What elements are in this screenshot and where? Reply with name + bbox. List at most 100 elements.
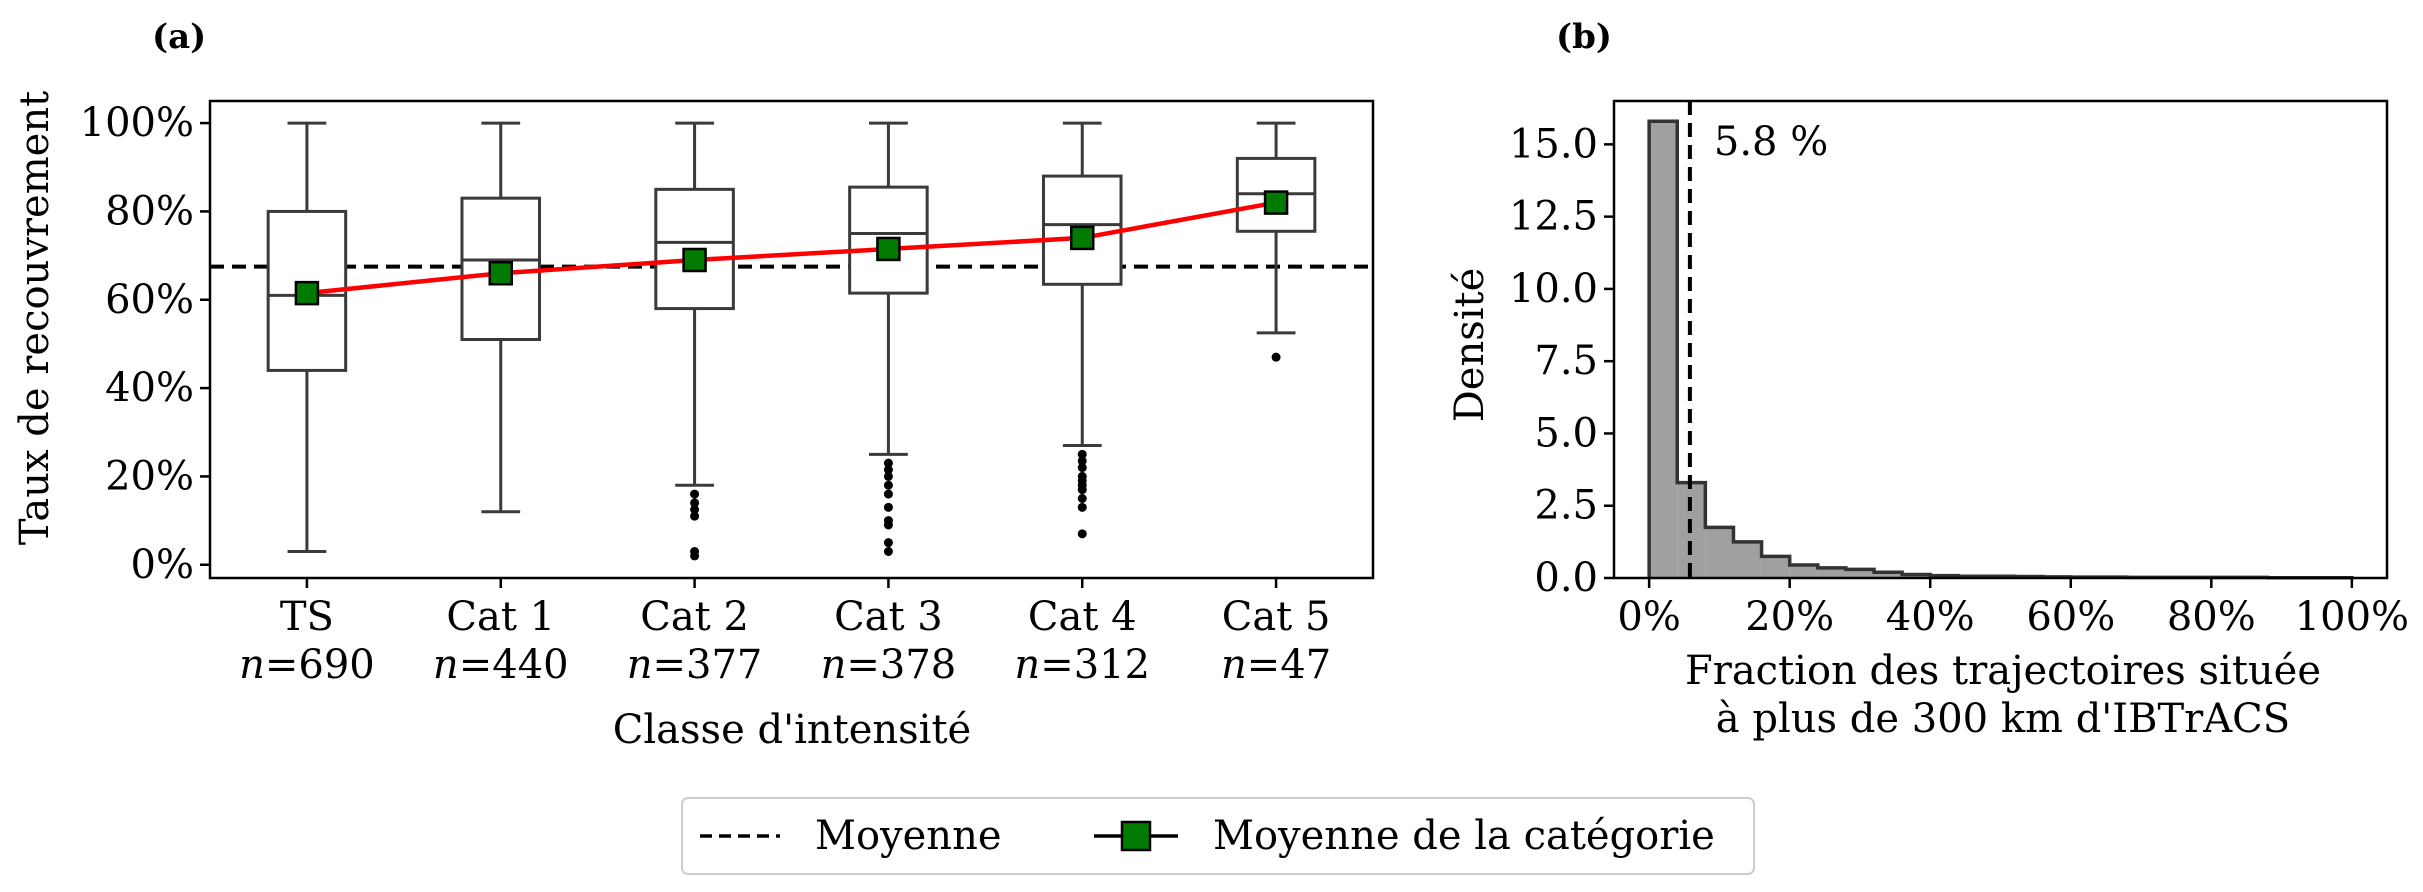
histogram-bar (1761, 556, 1790, 578)
outlier-point (883, 458, 893, 468)
y-tick-label: 0.0 (1534, 555, 1598, 601)
category-mean-marker (1263, 190, 1289, 215)
histogram-ylabel: Densité (1447, 268, 1493, 423)
x-tick-label: 40% (1886, 594, 1975, 640)
category-label: Cat 5 (1222, 594, 1331, 640)
box-1 (266, 121, 348, 553)
mean-fraction-annotation: 5.8 % (1714, 119, 1828, 165)
category-mean-marker (682, 247, 707, 273)
count-value: =378 (846, 642, 956, 688)
outlier-point (883, 520, 893, 530)
count-value: =377 (653, 642, 763, 688)
histogram-bar (1874, 572, 1903, 578)
y-tick-label: 12.5 (1509, 194, 1598, 240)
histogram-bar (1817, 567, 1846, 578)
legend: Moyenne Moyenne de la catégorie (681, 797, 1755, 875)
legend-category-mean-marker (1120, 820, 1152, 852)
y-tick-label: 15.0 (1509, 121, 1598, 167)
count-value: =312 (1040, 642, 1150, 688)
y-tick-label: 80% (105, 188, 194, 234)
outlier-point (883, 489, 893, 499)
histogram-axes-frame (1612, 99, 2389, 580)
box-5 (1041, 121, 1123, 539)
count-n: n (433, 642, 459, 688)
y-tick-label: 7.5 (1534, 338, 1598, 384)
x-tick-label: 60% (2026, 594, 2115, 640)
y-tick-label: 100% (80, 100, 194, 146)
outlier-point (1077, 529, 1087, 539)
category-count-label: n=377 (627, 642, 763, 688)
y-tick-label: 60% (105, 277, 194, 323)
histogram-bar (1733, 541, 1762, 578)
histogram-bar (1845, 569, 1875, 578)
box-2 (460, 121, 542, 514)
y-tick-label: 10.0 (1509, 266, 1598, 312)
y-tick-label: 0% (131, 542, 194, 588)
boxplot-axes-frame (208, 99, 1375, 580)
outlier-point (1077, 494, 1087, 503)
count-n: n (821, 642, 847, 688)
count-n: n (627, 642, 653, 688)
category-mean-line (306, 200, 1277, 296)
y-tick-label: 20% (105, 453, 194, 499)
outlier-point (690, 551, 700, 561)
y-tick-label: 2.5 (1534, 483, 1598, 529)
outlier-point (690, 498, 700, 508)
category-mean-marker (294, 280, 320, 306)
y-tick-label: 40% (105, 365, 194, 411)
outlier-point (1271, 352, 1281, 362)
outlier-point (883, 547, 893, 556)
outlier-point (690, 511, 700, 521)
boxplot-ylabel: Taux de recouvrement (12, 91, 58, 545)
histogram-bar (1649, 121, 1678, 579)
panel-label-a: (a) (152, 17, 206, 57)
x-tick-label: 80% (2167, 594, 2256, 640)
legend-mean-label: Moyenne (815, 813, 1002, 859)
legend-category-mean-label: Moyenne de la catégorie (1213, 813, 1715, 859)
box-4 (848, 121, 929, 556)
count-value: =47 (1247, 642, 1331, 688)
category-count-label: n=312 (1014, 642, 1150, 688)
category-count-label: n=440 (433, 642, 569, 688)
category-count-label: n=690 (239, 642, 375, 688)
category-label: TS (280, 594, 334, 640)
outlier-point (1077, 502, 1087, 512)
y-tick-label: 5.0 (1534, 410, 1598, 456)
category-count-label: n=378 (821, 642, 957, 688)
histogram-bar (1705, 527, 1734, 578)
x-tick-label: 0% (1617, 594, 1680, 640)
count-value: =690 (265, 642, 375, 688)
count-n: n (239, 642, 265, 688)
outlier-point (1077, 456, 1087, 466)
category-label: Cat 4 (1028, 594, 1137, 640)
box-6 (1235, 121, 1317, 362)
category-count-label: n=47 (1221, 642, 1331, 688)
outlier-point (883, 502, 893, 512)
outlier-point (1077, 485, 1087, 495)
category-mean-marker (876, 236, 901, 262)
count-n: n (1014, 642, 1040, 688)
outlier-point (690, 489, 700, 499)
outlier-point (690, 505, 700, 515)
histogram-xlabel-line1: Fraction des trajectoires située (1685, 648, 2321, 694)
box-3 (654, 121, 735, 561)
histogram-bar (1789, 564, 1818, 578)
count-value: =440 (459, 642, 569, 688)
outlier-point (883, 538, 893, 548)
category-mean-marker (1070, 225, 1095, 251)
x-tick-label: 20% (1745, 594, 1834, 640)
outlier-point (883, 465, 893, 475)
outlier-point (1077, 449, 1087, 459)
category-mean-marker (488, 261, 513, 286)
histogram-panel: 5.8 % 0.0 2.5 5.0 7.5 10.0 12.5 15.0 0% 20% 40% 60%… (1509, 99, 2409, 640)
legend-frame (681, 797, 1755, 875)
histogram-xlabel-line2: à plus de 300 km d'IBTrACS (1716, 696, 2290, 742)
x-tick-label: 100% (2295, 594, 2409, 640)
outlier-point (883, 480, 893, 490)
histogram-outline (1647, 119, 2354, 580)
category-label: Cat 3 (834, 594, 943, 640)
count-n: n (1221, 642, 1247, 688)
outlier-point (1077, 463, 1087, 473)
